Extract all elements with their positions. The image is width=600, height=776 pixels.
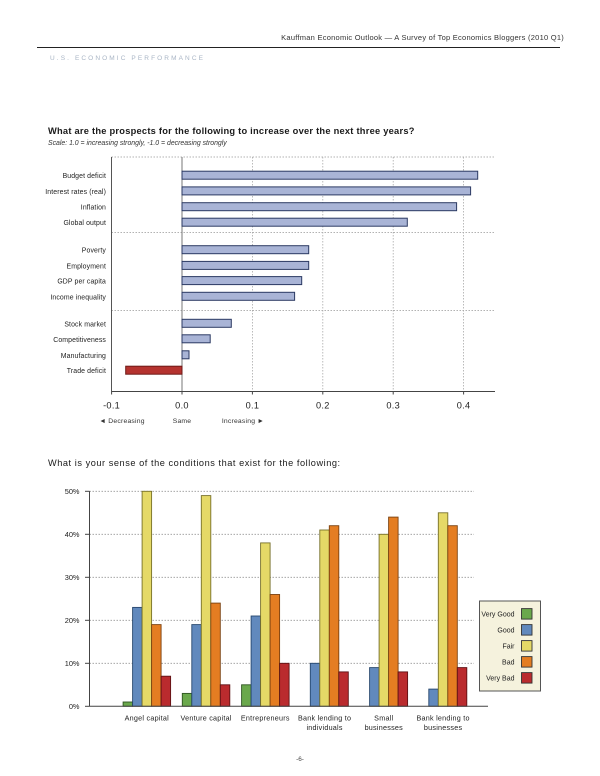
svg-text:individuals: individuals [306, 723, 342, 732]
svg-text:0.3: 0.3 [386, 400, 400, 410]
svg-text:0%: 0% [69, 702, 80, 711]
svg-text:Bank lending to: Bank lending to [416, 714, 469, 723]
svg-text:Income inequality: Income inequality [50, 294, 106, 301]
svg-text:0.1: 0.1 [246, 400, 260, 410]
svg-text:Interest rates (real): Interest rates (real) [45, 189, 106, 196]
svg-text:Global output: Global output [63, 220, 106, 227]
svg-text:50%: 50% [65, 487, 80, 496]
svg-text:40%: 40% [65, 530, 80, 539]
svg-text:10%: 10% [65, 659, 80, 668]
svg-text:◄ Decreasing: ◄ Decreasing [99, 418, 144, 425]
svg-text:Fair: Fair [502, 643, 515, 650]
svg-text:businesses: businesses [424, 723, 463, 732]
svg-text:Good: Good [497, 627, 514, 634]
svg-text:Bank lending to: Bank lending to [298, 714, 351, 723]
svg-text:Same: Same [173, 418, 192, 425]
svg-text:Entrepreneurs: Entrepreneurs [241, 714, 290, 723]
svg-text:0.0: 0.0 [175, 400, 189, 410]
svg-text:Bad: Bad [502, 659, 515, 666]
svg-text:Venture capital: Venture capital [180, 714, 231, 723]
svg-text:30%: 30% [65, 573, 80, 582]
svg-text:Inflation: Inflation [81, 205, 106, 212]
svg-text:Small: Small [374, 714, 393, 723]
svg-text:Trade deficit: Trade deficit [67, 368, 106, 375]
svg-text:20%: 20% [65, 616, 80, 625]
svg-text:-0.1: -0.1 [103, 400, 120, 410]
svg-text:0.4: 0.4 [457, 400, 471, 410]
svg-text:0.2: 0.2 [316, 400, 330, 410]
svg-text:Employment: Employment [67, 263, 107, 270]
svg-text:Very Good: Very Good [481, 611, 514, 618]
svg-text:GDP per capita: GDP per capita [57, 279, 106, 286]
svg-text:Manufacturing: Manufacturing [61, 353, 106, 360]
svg-text:Very Bad: Very Bad [486, 675, 515, 682]
svg-text:Competitiveness: Competitiveness [53, 337, 106, 344]
svg-text:Angel capital: Angel capital [125, 714, 170, 723]
svg-text:Budget deficit: Budget deficit [63, 173, 106, 180]
svg-text:businesses: businesses [365, 723, 404, 732]
svg-text:Increasing ►: Increasing ► [222, 418, 264, 425]
svg-text:Poverty: Poverty [82, 248, 107, 255]
svg-text:Stock market: Stock market [64, 321, 106, 328]
